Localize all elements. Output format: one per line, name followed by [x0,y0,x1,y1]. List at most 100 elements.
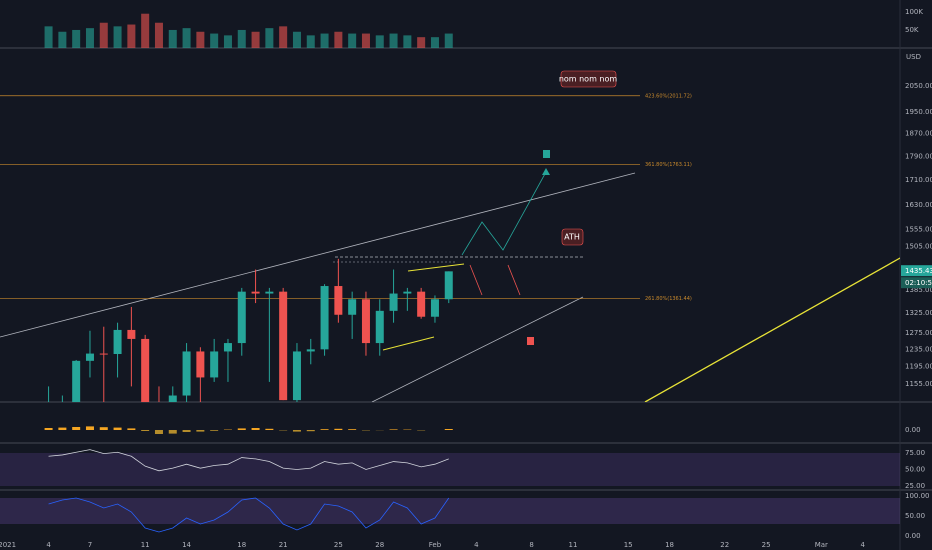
macd-bar [72,427,81,430]
fib-label: 261.80%(1361.44) [645,296,692,302]
y-tick-label: 1385.00 [905,286,932,294]
fib-label: 423.60%(2011.72) [645,93,692,99]
volume-bar [113,26,122,48]
volume-bar [306,35,315,48]
macd-bar [141,430,150,431]
rsi-tick: 75.00 [905,449,925,457]
macd-bar [389,429,398,430]
macd-tick: 0.00 [905,426,921,434]
candle-body [279,291,288,401]
y-tick-label: 2050.00 [905,82,932,90]
volume-bar [334,31,343,48]
macd-bar [85,426,94,430]
volume-bar [182,28,191,48]
candle-body [58,410,66,439]
volume-bar [389,33,398,48]
y-tick-label: 1630.00 [905,201,932,209]
x-tick-label: 18 [665,541,674,549]
y-tick-label: 1195.00 [905,362,932,370]
macd-bar [237,428,246,430]
volume-bar [320,33,329,48]
volume-bar [430,37,439,48]
volume-bar [417,37,426,48]
macd-bar [292,430,301,432]
x-tick-label: 8 [529,541,533,549]
y-tick-label: 1870.00 [905,130,932,138]
price-label-bg [901,265,932,277]
stoch-band [0,498,900,524]
macd-bar [58,427,67,430]
candle-body [141,338,150,402]
volume-bar [348,33,357,48]
bull-path [461,171,547,256]
stoch-tick: 50.00 [905,512,925,520]
candle-body [403,291,412,294]
volume-bar [168,29,177,48]
volume-bar [403,35,412,48]
macd-bar [348,429,357,430]
candle-body [444,271,453,300]
rsi-tick: 25.00 [905,482,925,490]
volume-bar [444,33,453,48]
y-tick-label: 1555.00 [905,226,932,234]
candle-body [389,293,398,311]
macd-bar [210,430,219,431]
x-tick-label: 14 [182,541,191,549]
countdown-bg [901,277,932,289]
candle-body [127,329,136,339]
volume-bar [237,29,246,48]
x-tick-label: 28 [375,541,384,549]
note-box [560,70,617,88]
candle-body [430,299,439,317]
trend-line [371,296,584,402]
x-tick-label: 11 [568,541,577,549]
candle-body [348,299,357,315]
candle-body [168,395,177,402]
fib-label: 361.80%(1763.11) [645,162,692,168]
candle-body [196,351,205,378]
stoch-tick: 100.00 [905,492,930,500]
volume-tick: 50K [905,26,919,34]
volume-bar [154,22,163,48]
x-tick-label: Feb [429,541,442,549]
volume-bar [361,33,370,48]
volume-bar [127,24,136,48]
x-tick-label: 21 [279,541,288,549]
candle-body [182,351,191,396]
candle-body [223,343,232,352]
candle-body [72,360,81,402]
x-tick-label: 18 [237,541,246,549]
y-tick-label: 1235.00 [905,345,932,353]
volume-bar [265,28,274,48]
x-tick-label: 4 [46,541,51,549]
main-panel: nom nom nom ATH 423.60%(2011.72) 361.80%(… [0,70,900,439]
y-tick-label: 1790.00 [905,152,932,160]
arrow [542,168,550,175]
down-icon [527,337,534,345]
candle-body [292,351,301,401]
candle-body [85,353,94,361]
x-tick-label: 7 [88,541,92,549]
y-tick-label: 1155.00 [905,380,932,388]
x-tick-label: 25 [762,541,771,549]
macd-bar [320,429,329,430]
volume-bar [85,28,94,48]
rsi-tick: 50.00 [905,465,925,473]
bear-path [469,264,483,296]
volume-bar [279,26,288,48]
y-tick-label: 1275.00 [905,329,932,337]
macd-bar [334,428,343,430]
last-price: 1435.43 [905,267,932,275]
macd-bar [44,428,53,430]
candle-body [320,286,329,350]
macd-bar [168,430,177,434]
volume-bar [44,26,53,48]
volume-bar [292,31,301,48]
y-tick-label: 1325.00 [905,309,932,317]
candle-body [237,291,246,344]
x-tick-label: 11 [141,541,150,549]
candle-body [417,291,426,317]
note-text: nom nom nom [559,75,618,84]
macd-bar [127,428,136,430]
